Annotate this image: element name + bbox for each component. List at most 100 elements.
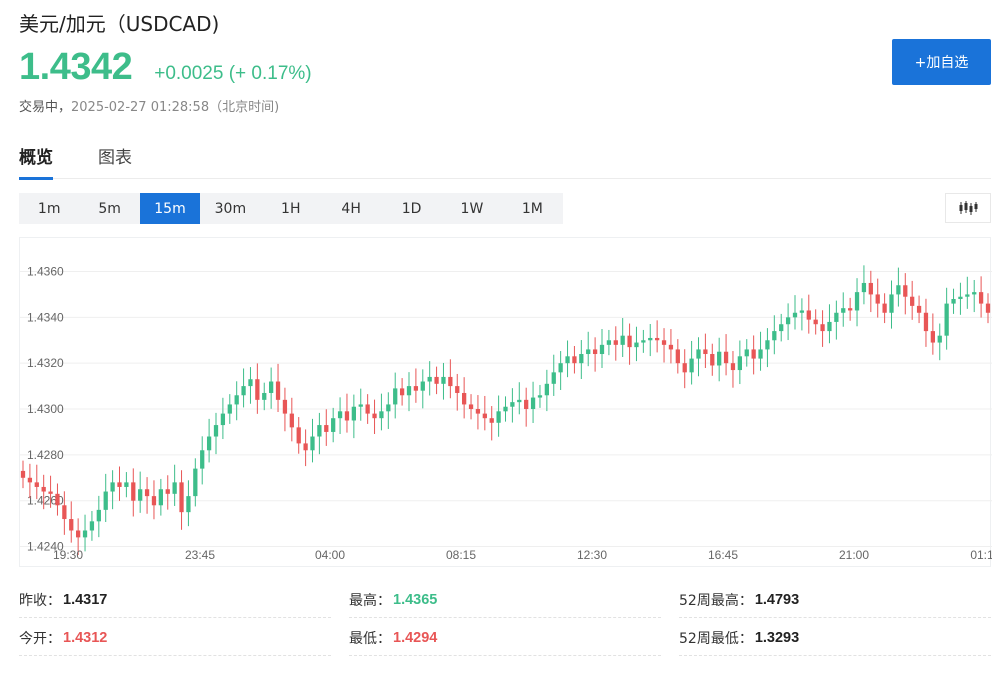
- candle-body: [331, 418, 336, 432]
- range-30m[interactable]: 30m: [214, 200, 247, 217]
- candle-body: [413, 386, 419, 391]
- y-tick-label: 1.4320: [27, 356, 64, 370]
- stat-label: 52周最低：: [679, 630, 753, 647]
- stat-open: 今开： 1.4312: [19, 620, 331, 656]
- candle-body: [337, 411, 343, 419]
- candle-body: [124, 482, 129, 487]
- candle-body: [696, 349, 701, 359]
- stat-value: 1.4312: [63, 629, 108, 646]
- range-1w[interactable]: 1W: [460, 200, 484, 217]
- candle-body: [551, 372, 556, 384]
- range-4h[interactable]: 4H: [341, 200, 361, 217]
- candle-body: [172, 482, 177, 494]
- candle-body: [682, 363, 687, 373]
- candle-body: [524, 399, 529, 410]
- candle-body: [537, 395, 543, 398]
- candle-body: [158, 489, 163, 506]
- candle-body: [317, 425, 322, 437]
- candle-body: [420, 381, 425, 391]
- price-chart[interactable]: 1.4360 1.4340 1.4320 1.4300 1.4280 1.4260 1.42…: [19, 237, 992, 567]
- candle-body: [351, 406, 356, 421]
- candle-body: [282, 399, 288, 414]
- candle-body: [985, 303, 991, 313]
- candle-body: [393, 388, 398, 405]
- candle-body: [965, 294, 970, 297]
- candle-body: [213, 425, 219, 437]
- candle-body: [248, 379, 253, 387]
- range-1mo[interactable]: 1M: [521, 200, 543, 217]
- candle-body: [186, 496, 191, 513]
- stat-label: 今开：: [19, 630, 61, 647]
- candlestick-chart: 1.4360 1.4340 1.4320 1.4300 1.4280 1.4260 1.42…: [20, 265, 992, 562]
- candle-body: [269, 381, 274, 393]
- candle-body: [572, 356, 577, 364]
- x-tick-label: 04:00: [315, 548, 345, 562]
- candle-body: [241, 386, 246, 396]
- chart-type-toggle[interactable]: [945, 193, 991, 223]
- candle-body: [558, 363, 563, 373]
- candle-body: [255, 379, 260, 400]
- stat-52w-low: 52周最低： 1.3293: [679, 620, 991, 656]
- y-tick-label: 1.4260: [27, 494, 64, 508]
- candle-body: [110, 482, 115, 492]
- candle-body: [627, 335, 632, 348]
- candle-body: [717, 351, 722, 366]
- candle-body: [427, 376, 432, 382]
- time-range-selector: 1m 5m 15m 30m 1H 4H 1D 1W 1M: [19, 193, 563, 224]
- candle-body: [206, 436, 212, 451]
- range-1h[interactable]: 1H: [281, 200, 301, 217]
- candle-body: [703, 349, 708, 355]
- y-tick-label: 1.4240: [27, 540, 64, 554]
- candle-body: [889, 294, 894, 313]
- candle-body: [200, 450, 205, 469]
- range-5m[interactable]: 5m: [98, 200, 121, 217]
- candlestick-icon: [959, 201, 978, 215]
- candle-body: [489, 418, 494, 423]
- candle-body: [779, 324, 784, 332]
- stat-value: 1.4365: [393, 591, 438, 608]
- candle-body: [379, 411, 384, 419]
- candle-body: [131, 482, 136, 501]
- tab-bar: 概览 图表: [19, 143, 991, 180]
- candle-body: [730, 363, 736, 371]
- candle-body: [916, 305, 922, 313]
- candle-body: [386, 404, 391, 412]
- current-price: 1.4342: [19, 46, 133, 88]
- candle-body: [468, 404, 474, 410]
- candle-body: [586, 349, 591, 355]
- candle-body: [813, 319, 818, 325]
- candle-body: [972, 292, 977, 295]
- candle-body: [620, 335, 625, 345]
- candle-body: [834, 312, 839, 322]
- candle-body: [27, 477, 33, 483]
- candle-body: [220, 413, 226, 426]
- range-15m[interactable]: 15m: [139, 193, 201, 224]
- add-watchlist-button[interactable]: +加自选: [892, 39, 991, 85]
- range-1d[interactable]: 1D: [401, 200, 422, 217]
- y-tick-label: 1.4280: [27, 448, 64, 462]
- candle-body: [937, 335, 942, 343]
- candle-body: [55, 493, 60, 506]
- candle-body: [262, 392, 267, 400]
- x-tick-label: 21:00: [839, 548, 869, 562]
- stat-value: 1.4317: [63, 591, 108, 608]
- candle-body: [289, 413, 294, 428]
- candle-body: [89, 521, 95, 531]
- stat-value: 1.4793: [754, 591, 800, 608]
- candle-body: [179, 482, 184, 513]
- stat-value: 1.3293: [754, 629, 800, 646]
- y-tick-label: 1.4360: [27, 265, 64, 279]
- candle-body: [69, 519, 74, 531]
- candle-body: [785, 317, 791, 325]
- candle-body: [48, 491, 53, 494]
- range-1m[interactable]: 1m: [37, 200, 61, 217]
- candle-body: [296, 427, 301, 444]
- pair-title: 美元/加元（USDCAD): [19, 12, 220, 36]
- candle-body: [668, 344, 674, 350]
- x-tick-label: 19:30: [53, 548, 83, 562]
- candle-body: [923, 312, 929, 332]
- tab-chart[interactable]: 图表: [98, 148, 132, 168]
- candle-body: [875, 294, 880, 304]
- candle-body: [772, 331, 777, 341]
- tab-overview[interactable]: 概览: [19, 143, 53, 180]
